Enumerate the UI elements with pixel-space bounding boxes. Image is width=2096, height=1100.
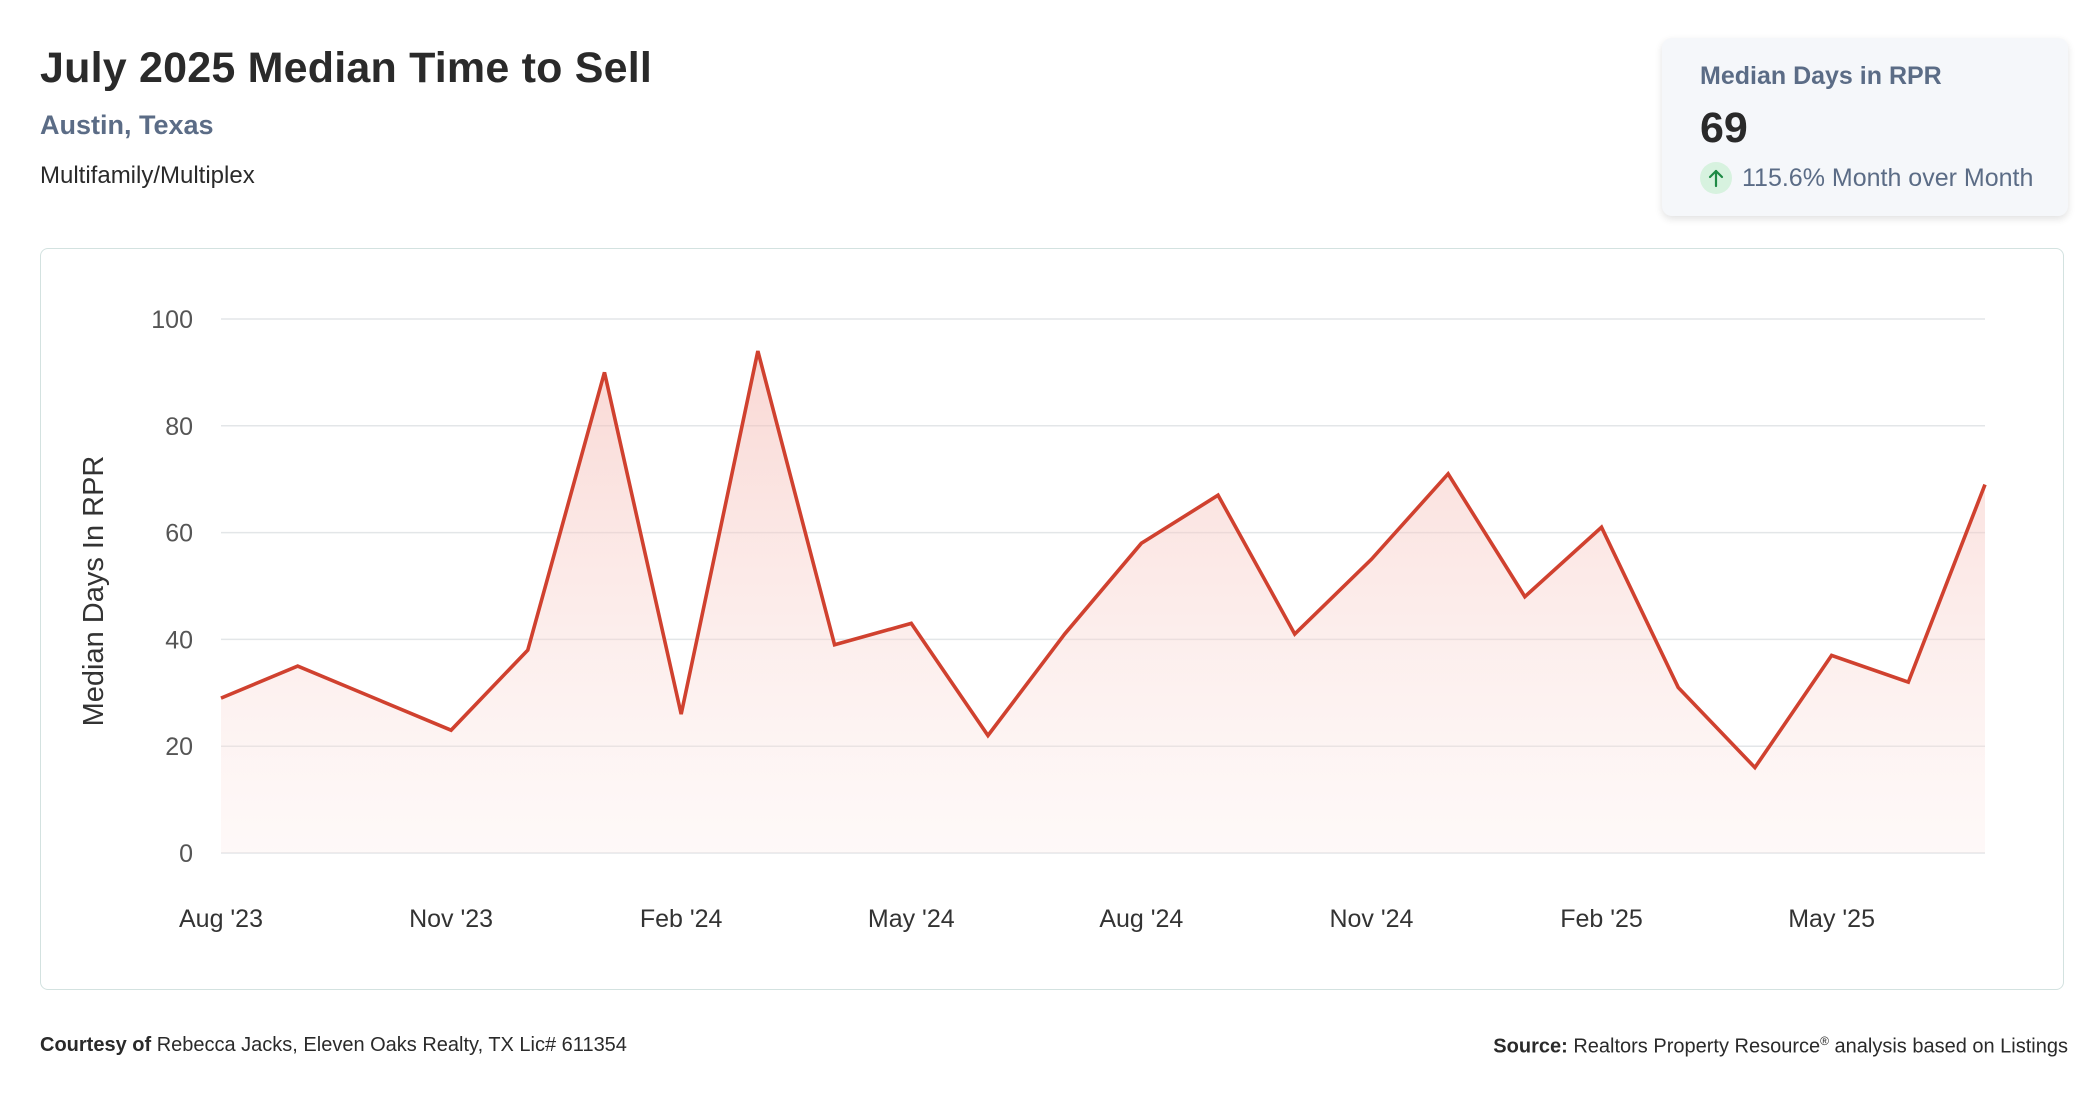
arrow-up-icon (1700, 162, 1732, 194)
y-tick-label: 0 (179, 840, 193, 868)
stat-change: 115.6% Month over Month (1700, 162, 2033, 194)
stat-label: Median Days in RPR (1700, 62, 1942, 90)
area-fill (221, 351, 1985, 853)
y-tick-label: 40 (165, 626, 193, 654)
source-footer: Source: Realtors Property Resource® anal… (1493, 1034, 2068, 1059)
page-title: July 2025 Median Time to Sell (40, 44, 653, 92)
y-tick-label: 80 (165, 413, 193, 441)
chart-frame: 0 20 40 60 80 100 Aug '23 Nov '23 Feb '24 May '2… (40, 248, 2064, 990)
y-tick-label: 60 (165, 520, 193, 548)
registered-mark: ® (1820, 1034, 1829, 1048)
x-tick-label: Nov '23 (409, 905, 493, 933)
series-line (220, 350, 1987, 771)
x-tick-label: Nov '24 (1329, 905, 1413, 933)
median-days-stat-card: Median Days in RPR 69 115.6% Month over … (1662, 38, 2068, 216)
x-tick-label: Aug '24 (1099, 905, 1183, 933)
x-tick-label: May '24 (868, 905, 955, 933)
stat-value: 69 (1700, 104, 1748, 152)
source-text: analysis based on Listings (1834, 1035, 2068, 1058)
location-label: Austin, Texas (40, 110, 214, 140)
source-label: Source: (1493, 1035, 1568, 1058)
courtesy-footer: Courtesy of Rebecca Jacks, Eleven Oaks R… (40, 1034, 627, 1057)
y-axis-label: Median Days In RPR (78, 456, 110, 727)
x-tick-label: Feb '25 (1560, 905, 1643, 933)
courtesy-text: Rebecca Jacks, Eleven Oaks Realty, TX Li… (156, 1034, 627, 1056)
y-tick-label: 20 (165, 733, 193, 761)
x-tick-label: Feb '24 (640, 905, 723, 933)
stat-change-text: 115.6% Month over Month (1742, 163, 2034, 192)
property-type-label: Multifamily/Multiplex (40, 162, 255, 189)
courtesy-label: Courtesy of (40, 1034, 152, 1056)
x-tick-label: Aug '23 (179, 905, 263, 933)
median-days-chart: 0 20 40 60 80 100 Aug '23 Nov '23 Feb '24 May '2… (78, 306, 1987, 933)
source-name: Realtors Property Resource (1573, 1035, 1821, 1058)
y-tick-label: 100 (151, 306, 193, 334)
x-tick-label: May '25 (1788, 905, 1875, 933)
